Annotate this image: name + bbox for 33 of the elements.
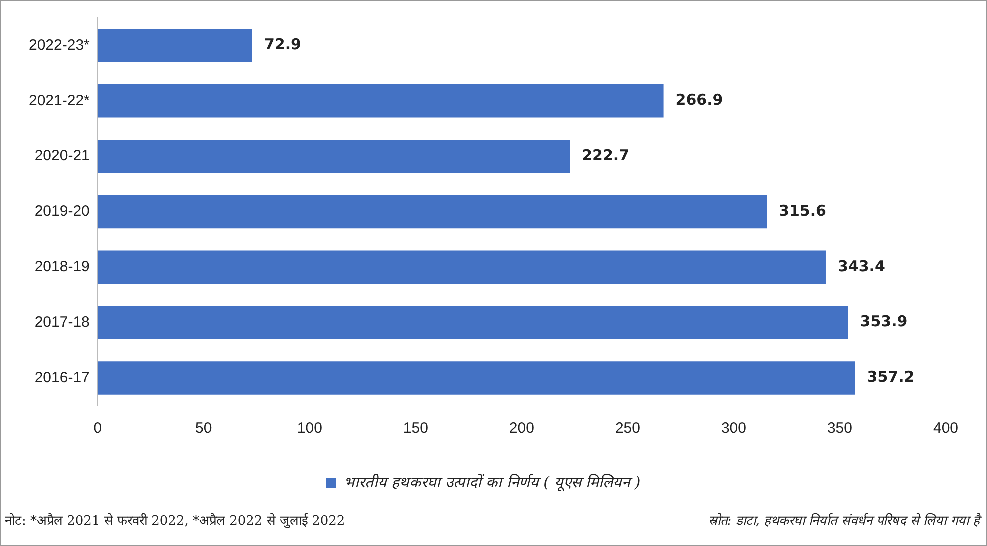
y-tick-label: 2022-23* [28,36,90,54]
x-tick-label: 200 [509,420,534,438]
x-tick-label: 350 [827,420,852,438]
bar [98,306,848,340]
x-tick-label: 100 [297,420,322,438]
x-tick-label: 300 [721,420,746,438]
data-label: 266.9 [676,91,724,110]
text: नोट: *अप्रैल 2021 से फरवरी 2022, *अप्रैल 2022 से जुलाई 2022 [5,512,346,529]
bar [98,140,570,174]
bar [98,195,768,229]
y-tick-label: 2019-20 [34,203,90,220]
bar [98,250,826,284]
data-label: 343.4 [838,257,886,276]
data-label: 72.9 [264,36,302,54]
x-tick-label: 50 [196,420,212,438]
bar [98,362,856,395]
bar [98,29,252,62]
data-label: 315.6 [779,202,826,220]
x-tick-label: 150 [403,420,428,438]
x-tick-label: 250 [615,420,640,438]
y-tick-label: 2021-22* [28,92,90,110]
bar [98,84,664,118]
y-tick-label: 2018-19 [34,258,90,276]
legend-label: भारतीय हथकरघा उत्पादों का निर्णय ( यूएस मिलियन ) [344,473,641,492]
data-label: 357.2 [867,368,915,386]
y-tick-label: 2016-17 [34,369,90,386]
data-label: 222.7 [582,146,630,164]
x-tick-label: 0 [94,420,102,438]
data-label: 353.9 [860,312,908,331]
y-tick-label: 2017-18 [34,314,90,331]
text: स्रोत: डाटा, हथकरघा निर्यात संवर्धन परिषद से लिया गया है [708,512,980,529]
x-tick-label: 400 [933,420,959,438]
y-tick-label: 2020-21 [34,148,90,165]
